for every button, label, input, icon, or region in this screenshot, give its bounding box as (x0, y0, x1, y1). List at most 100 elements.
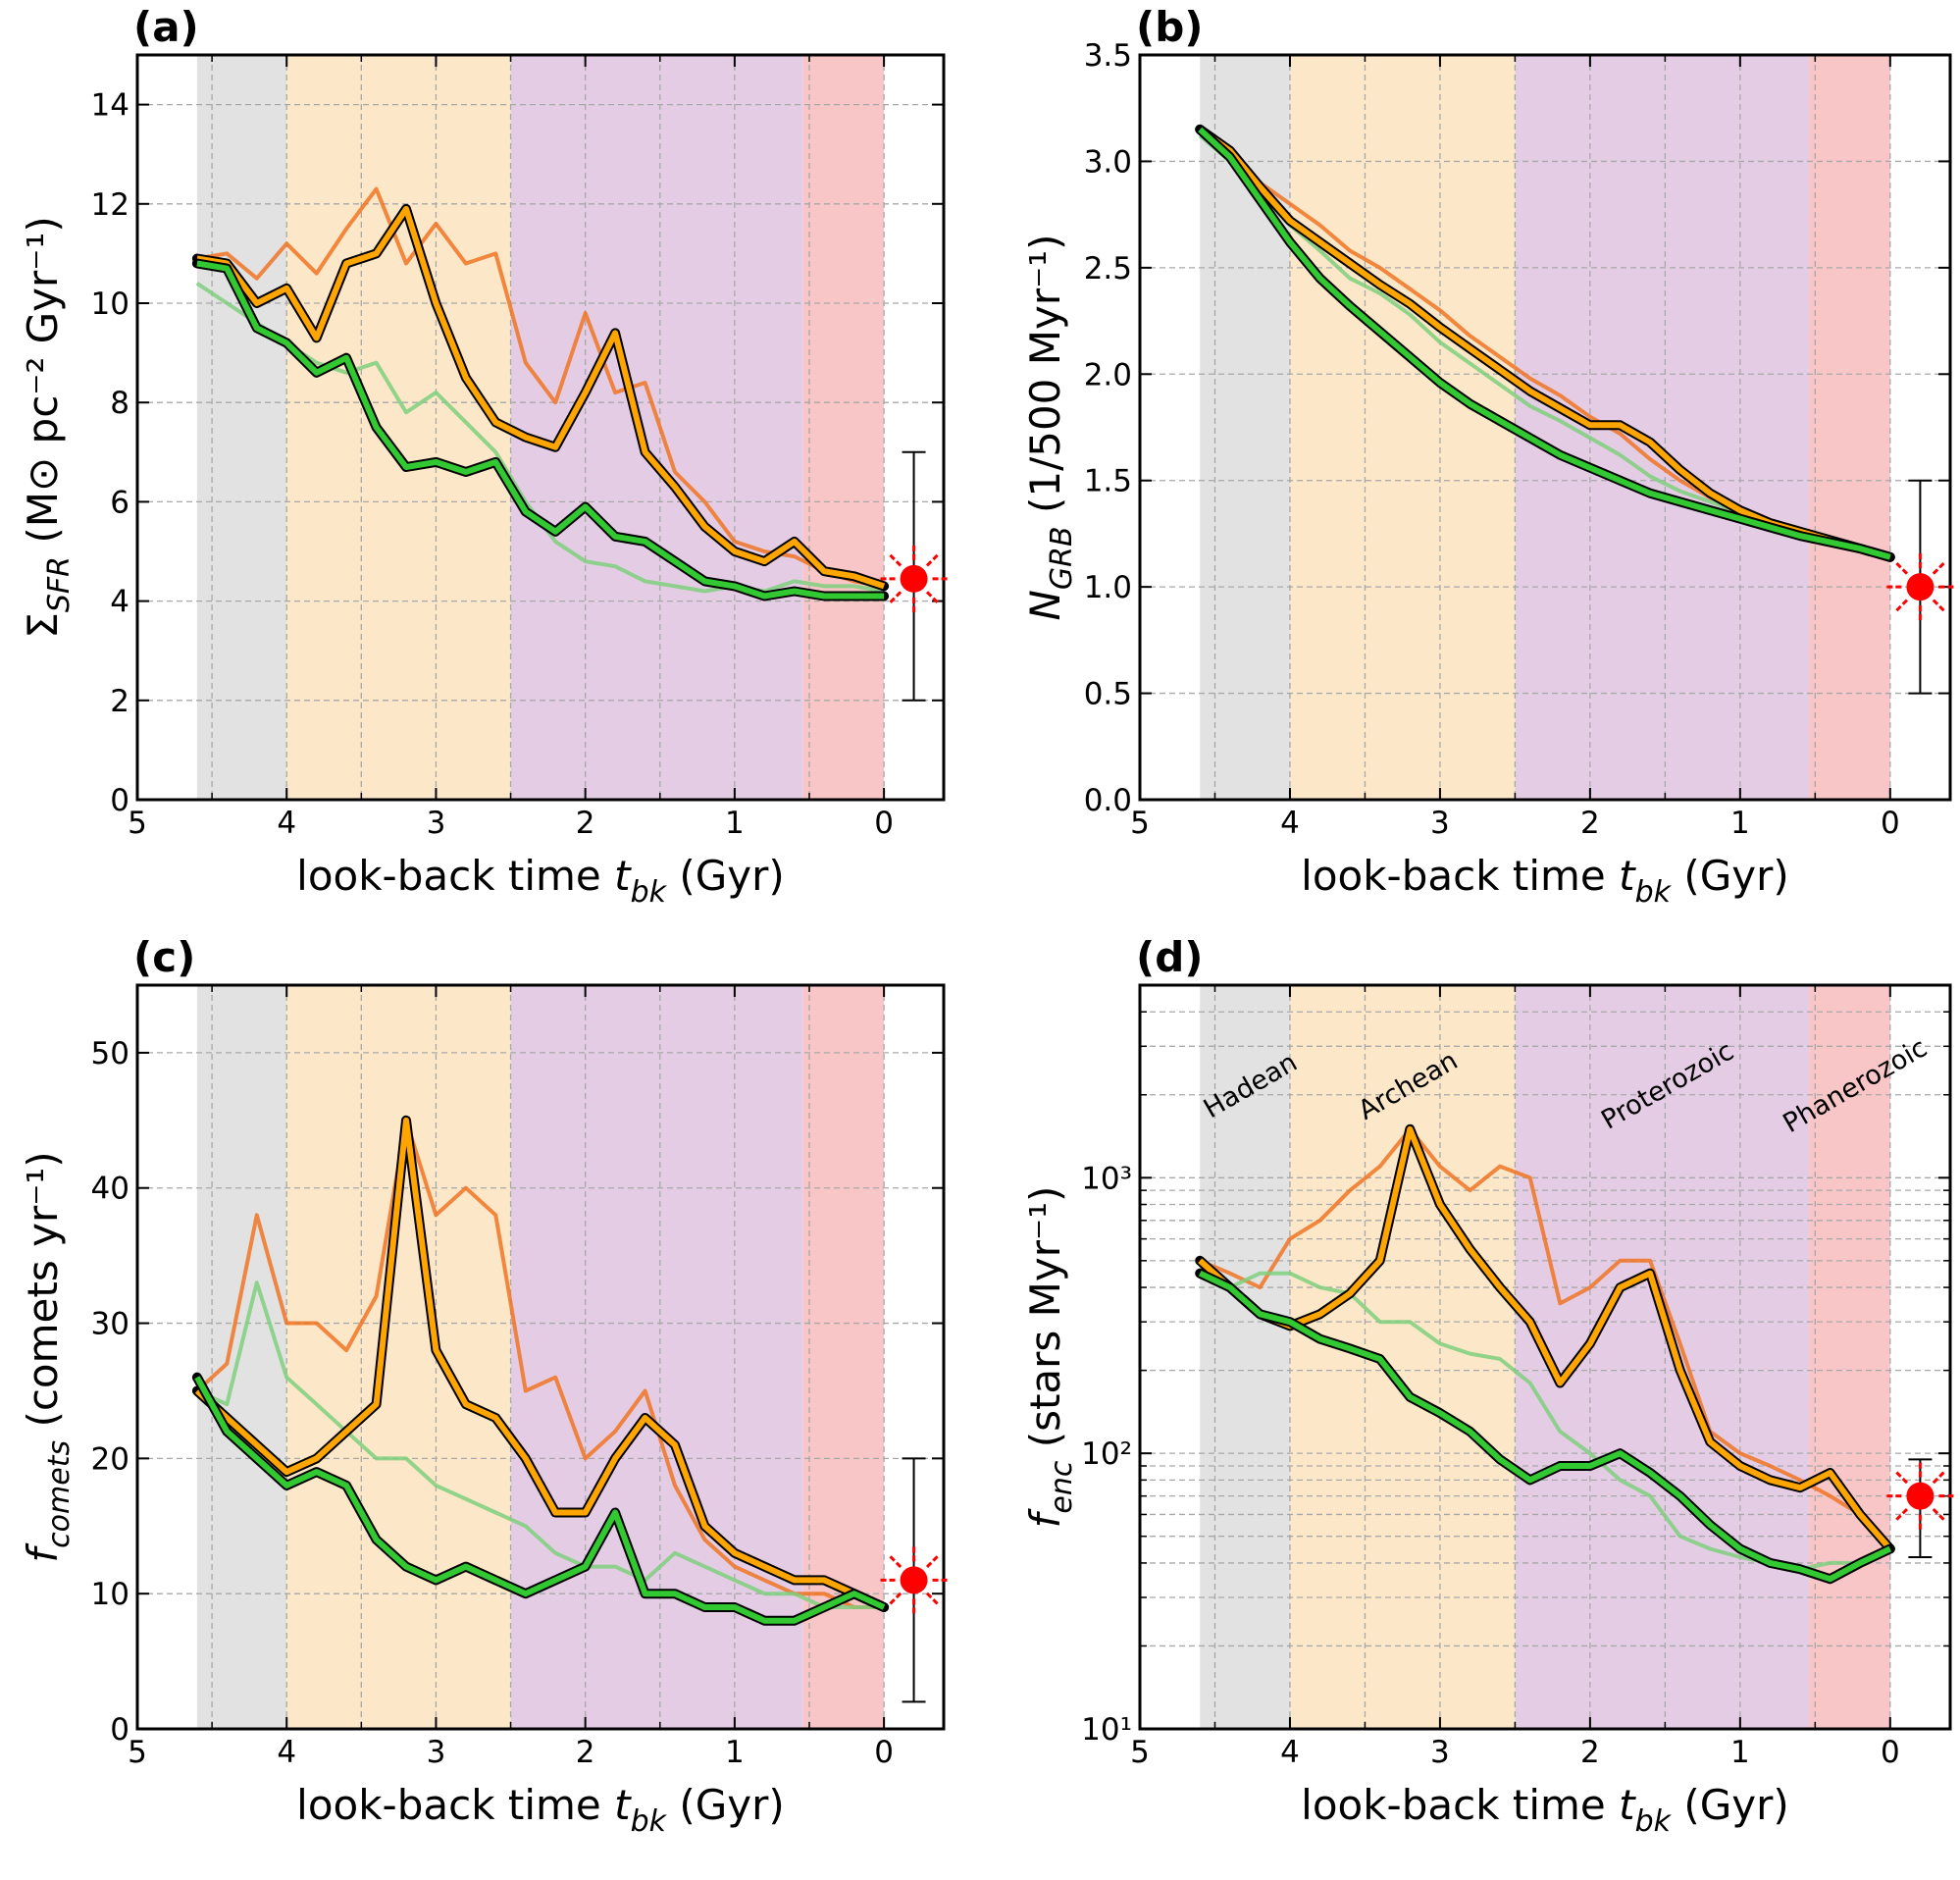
y-tick-label: 10 (91, 1577, 129, 1612)
axis-label-part: look-back time (1301, 852, 1619, 900)
eon-band (510, 985, 803, 1729)
x-tick-label: 2 (1580, 806, 1600, 841)
axis-label-part: N (1021, 590, 1069, 620)
x-tick-label: 2 (576, 806, 595, 841)
y-tick-label: 0.0 (1084, 783, 1132, 818)
x-tick-label: 5 (128, 1735, 147, 1770)
y-tick-label: 50 (91, 1036, 129, 1071)
y-tick-label: 3.5 (1084, 38, 1132, 74)
x-tick-label: 0 (874, 806, 894, 841)
eon-band (1289, 985, 1516, 1729)
axis-label: look-back time tbk (Gyr) (296, 852, 785, 910)
y-tick-label: 0.5 (1084, 677, 1132, 712)
axis-label-part: bk (1635, 1804, 1673, 1839)
y-tick-label: 3.0 (1084, 144, 1132, 180)
eon-band (286, 985, 511, 1729)
x-tick-label: 0 (1881, 1735, 1900, 1770)
axis-label-part: Σ (19, 612, 67, 639)
axis-label-part: bk (1635, 875, 1673, 910)
sun-ray (1895, 562, 1909, 575)
x-tick-label: 3 (1430, 806, 1450, 841)
axis-label-part: t (1619, 1781, 1636, 1829)
x-tick-label: 2 (576, 1735, 595, 1770)
eon-band (1515, 985, 1810, 1729)
series-line (195, 1118, 885, 1609)
eon-band (1809, 55, 1890, 800)
axis-label: ΣSFR (M⊙ pc⁻² Gyr⁻¹) (19, 216, 77, 638)
observed-point (900, 1566, 928, 1594)
observed-point (1906, 573, 1934, 601)
y-tick-label: 6 (110, 485, 129, 520)
y-tick-label: 4 (110, 585, 129, 620)
axes-frame (1138, 53, 1952, 802)
axis-label-part: (M⊙ pc⁻² Gyr⁻¹) (19, 216, 67, 556)
series-line (1198, 1270, 1892, 1583)
eon-band (1809, 985, 1890, 1729)
axis-label-part: (stars Myr⁻¹) (1021, 1186, 1069, 1461)
x-tick-label: 5 (128, 806, 147, 841)
y-tick-label: 1.0 (1084, 570, 1132, 605)
y-tick-label: 8 (110, 386, 129, 421)
y-tick-label: 2.5 (1084, 251, 1132, 287)
y-tick-label: 10¹ (1081, 1712, 1132, 1748)
axis-label-part: (1/500 Myr⁻¹) (1021, 235, 1069, 527)
axes-frame (135, 983, 946, 1731)
x-tick-label: 2 (1580, 1735, 1600, 1770)
axis-label: NGRB (1/500 Myr⁻¹) (1021, 235, 1079, 621)
y-tick-label: 12 (91, 187, 129, 223)
panel-title: (d) (1136, 933, 1203, 981)
panel-title: (b) (1136, 3, 1203, 51)
axis-label-part: (Gyr) (1671, 852, 1789, 900)
y-tick-label: 0 (110, 1712, 129, 1748)
sun-ray (1932, 1508, 1945, 1521)
sun-ray (889, 1555, 903, 1569)
x-tick-label: 1 (725, 1735, 745, 1770)
x-tick-label: 4 (277, 1735, 296, 1770)
y-tick-label: 20 (91, 1441, 129, 1477)
axis-label: look-back time tbk (Gyr) (1301, 852, 1789, 910)
x-tick-label: 1 (725, 806, 745, 841)
series-line (194, 1376, 886, 1624)
eon-band (286, 55, 511, 800)
axis-label-part: look-back time (296, 852, 614, 900)
x-tick-label: 5 (1130, 806, 1150, 841)
axis-label-part: bk (631, 1804, 668, 1839)
y-tick-label: 40 (91, 1172, 129, 1207)
x-tick-label: 1 (1730, 1735, 1750, 1770)
axis-label-part: (Gyr) (666, 852, 785, 900)
axis-label-part: t (614, 852, 632, 900)
sun-ray (889, 1592, 903, 1605)
y-tick-label: 2.0 (1084, 357, 1132, 392)
y-tick-label: 0 (110, 783, 129, 818)
axis-label-part: look-back time (296, 1781, 614, 1829)
series-line (1199, 1126, 1892, 1550)
sun-ray (1895, 599, 1909, 612)
eon-band (196, 985, 287, 1729)
axis-label-part: (Gyr) (666, 1781, 785, 1829)
axis-label-part: (Gyr) (1671, 1781, 1789, 1829)
x-tick-label: 4 (1280, 1735, 1300, 1770)
x-tick-label: 3 (427, 806, 446, 841)
panel-title: (a) (133, 3, 199, 51)
x-tick-label: 0 (1881, 806, 1900, 841)
y-tick-label: 2 (110, 684, 129, 719)
y-tick-label: 1.5 (1084, 464, 1132, 499)
sun-ray (925, 591, 939, 603)
axes-frame (1138, 983, 1952, 1731)
sun-ray (889, 591, 903, 603)
eon-band (196, 55, 287, 800)
eon-band (802, 985, 885, 1729)
x-tick-label: 5 (1130, 1735, 1150, 1770)
sun-ray (1895, 1508, 1909, 1521)
y-tick-label: 10³ (1081, 1161, 1132, 1196)
sun-ray (1932, 562, 1945, 575)
series-line (1198, 1125, 1893, 1551)
y-tick-label: 14 (91, 88, 129, 124)
sun-ray (925, 1555, 939, 1569)
axis-label: fenc (stars Myr⁻¹) (1021, 1186, 1079, 1529)
series-line (194, 1117, 886, 1610)
sun-ray (925, 553, 939, 567)
axis-label-part: t (1619, 852, 1636, 900)
x-tick-label: 4 (1280, 806, 1300, 841)
